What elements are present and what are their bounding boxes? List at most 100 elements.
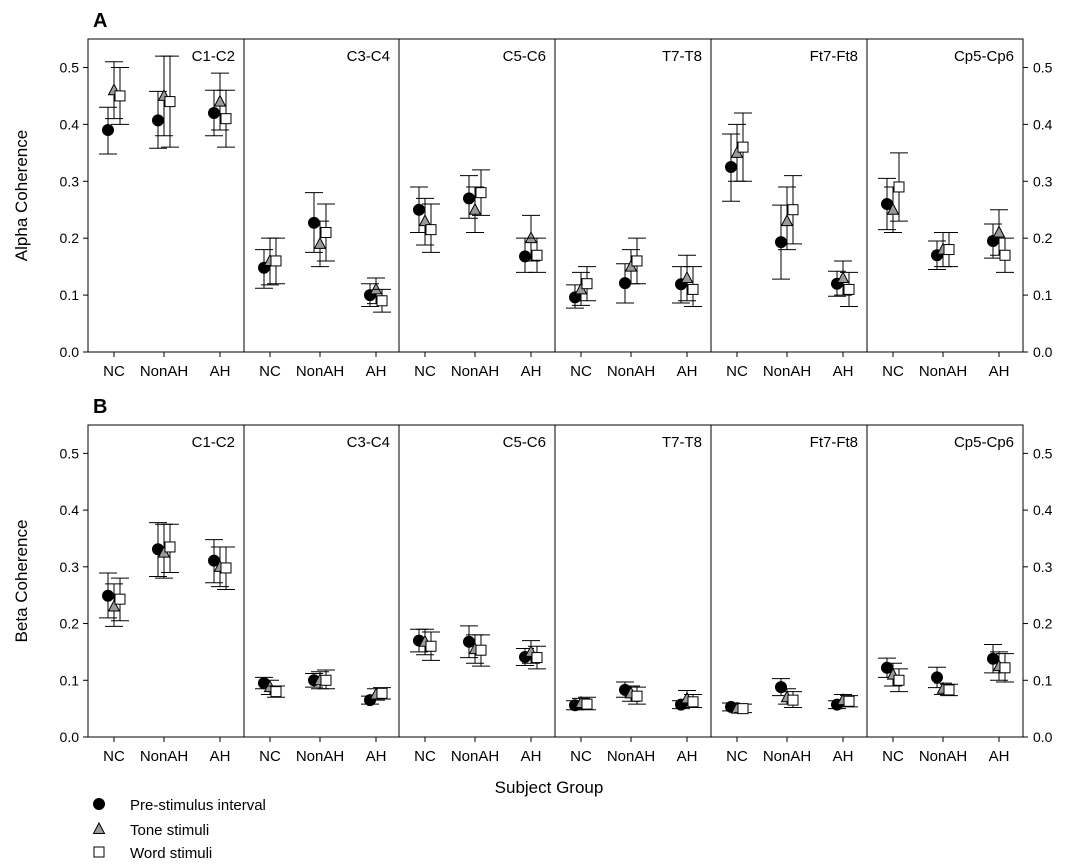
y-tick-label: 0.1	[60, 287, 80, 303]
x-tick-label: NonAH	[451, 363, 499, 380]
y-tick-label-right: 0.5	[1033, 59, 1053, 75]
legend: Pre-stimulus interval Tone stimuli Word st…	[92, 797, 266, 862]
point-word-stimuli-nc	[270, 255, 282, 267]
subplot-title: T7-T8	[662, 434, 702, 451]
point-word-stimuli-ah	[999, 662, 1011, 674]
x-tick-label: AH	[366, 363, 387, 380]
subplot-title: C1-C2	[192, 434, 235, 451]
subplot-title: Ft7-Ft8	[810, 48, 858, 65]
legend-label: Pre-stimulus interval	[130, 797, 266, 814]
subplot-title: C1-C2	[192, 48, 235, 65]
x-tick-label: AH	[521, 363, 542, 380]
legend-marker-square	[93, 846, 105, 858]
point-word-stimuli-nc	[737, 141, 749, 153]
point-pre-stimulus-interval-nc	[102, 589, 114, 602]
point-pre-stimulus-interval-nonah	[775, 681, 787, 694]
x-tick-label: NC	[882, 748, 904, 765]
x-tick-label: NC	[726, 363, 748, 380]
y-tick-label: 0.3	[60, 559, 80, 575]
point-tone-stimuli-nonah	[313, 236, 327, 249]
subplot-cp5-cp6: Cp5-Cp6 NC NonAH AH	[878, 48, 1014, 380]
subplot-title: Cp5-Cp6	[954, 48, 1014, 65]
point-tone-stimuli-ah	[992, 225, 1006, 238]
x-tick-label: NonAH	[140, 363, 188, 380]
y-tick-label-right: 0.3	[1033, 173, 1053, 189]
y-tick-label: 0.4	[60, 502, 80, 518]
subplot-t7-t8: T7-T8 NC NonAH AH	[566, 48, 702, 380]
point-tone-stimuli-ah	[836, 270, 850, 284]
point-word-stimuli-ah	[220, 562, 232, 574]
subplot-title: Cp5-Cp6	[954, 434, 1014, 451]
point-word-stimuli-nonah	[787, 694, 799, 706]
x-tick-label: NonAH	[607, 748, 655, 765]
point-word-stimuli-ah	[376, 687, 388, 699]
x-tick-label: NC	[259, 363, 281, 380]
point-word-stimuli-nonah	[787, 204, 799, 216]
point-pre-stimulus-interval-nonah	[308, 216, 320, 229]
legend-label: Tone stimuli	[130, 822, 209, 839]
y-tick-label-right: 0.2	[1033, 616, 1053, 632]
subplot-cp5-cp6: Cp5-Cp6 NC NonAH AH	[878, 434, 1014, 765]
point-word-stimuli-nonah	[320, 226, 332, 238]
point-word-stimuli-nc	[893, 674, 905, 686]
x-tick-label: AH	[677, 748, 698, 765]
subplot-c5-c6: C5-C6 NC NonAH AH	[410, 48, 546, 380]
subplot-ft7-ft8: Ft7-Ft8 NC NonAH AH	[722, 48, 858, 380]
point-word-stimuli-nonah	[164, 541, 176, 553]
point-word-stimuli-ah	[531, 652, 543, 664]
point-pre-stimulus-interval-nonah	[775, 236, 787, 249]
y-axis-label: Beta Coherence	[12, 520, 31, 643]
point-pre-stimulus-interval-nonah	[463, 192, 475, 205]
x-axis-label: Subject Group	[495, 778, 604, 797]
y-tick-label-right: 0.1	[1033, 287, 1053, 303]
point-word-stimuli-ah	[687, 696, 699, 708]
x-tick-label: NonAH	[296, 748, 344, 765]
x-tick-label: NonAH	[919, 748, 967, 765]
point-word-stimuli-nonah	[631, 255, 643, 267]
point-word-stimuli-nonah	[164, 96, 176, 108]
panel-a: A Alpha Coherence 0.0 0.0 0.1 0.1 0.2 0.2 0.3 0.3…	[12, 10, 1053, 380]
x-tick-label: NC	[726, 748, 748, 765]
y-tick-label-right: 0.4	[1033, 116, 1053, 132]
point-pre-stimulus-interval-ah	[987, 652, 999, 665]
x-tick-label: NC	[103, 363, 125, 380]
subplot-c5-c6: C5-C6 NC NonAH AH	[410, 434, 546, 765]
x-tick-label: NonAH	[451, 748, 499, 765]
point-tone-stimuli-nc	[418, 214, 432, 227]
subplot-title: C3-C4	[347, 48, 390, 65]
x-tick-label: AH	[989, 363, 1010, 380]
x-tick-label: NonAH	[140, 748, 188, 765]
x-tick-label: NC	[414, 748, 436, 765]
point-word-stimuli-nonah	[320, 674, 332, 686]
y-tick-label: 0.2	[60, 616, 80, 632]
subplot-ft7-ft8: Ft7-Ft8 NC NonAH AH	[722, 434, 858, 765]
y-tick-label-right: 0.4	[1033, 502, 1053, 518]
legend-label: Word stimuli	[130, 845, 212, 862]
point-word-stimuli-nc	[737, 703, 749, 715]
point-tone-stimuli-nonah	[468, 202, 482, 215]
y-tick-label: 0.5	[60, 59, 80, 75]
point-word-stimuli-ah	[999, 249, 1011, 261]
point-pre-stimulus-interval-ah	[208, 106, 220, 119]
y-tick-label: 0.4	[60, 116, 80, 132]
y-tick-label-right: 0.2	[1033, 230, 1053, 246]
x-tick-label: AH	[833, 363, 854, 380]
point-tone-stimuli-nonah	[780, 214, 794, 227]
y-tick-label: 0.5	[60, 445, 80, 461]
subplot-c1-c2: C1-C2 NC NonAH AH	[99, 48, 235, 380]
point-pre-stimulus-interval-nc	[725, 161, 737, 174]
x-tick-label: NC	[570, 363, 592, 380]
x-tick-label: NonAH	[919, 363, 967, 380]
x-tick-label: NonAH	[296, 363, 344, 380]
point-word-stimuli-ah	[220, 113, 232, 125]
point-word-stimuli-ah	[376, 295, 388, 307]
x-tick-label: NC	[414, 363, 436, 380]
x-tick-label: AH	[366, 748, 387, 765]
point-pre-stimulus-interval-ah	[519, 250, 531, 263]
subplot-title: T7-T8	[662, 48, 702, 65]
y-tick-label-right: 0.3	[1033, 559, 1053, 575]
x-tick-label: NonAH	[763, 748, 811, 765]
point-word-stimuli-ah	[843, 695, 855, 707]
x-tick-label: NonAH	[607, 363, 655, 380]
subplot-title: Ft7-Ft8	[810, 434, 858, 451]
